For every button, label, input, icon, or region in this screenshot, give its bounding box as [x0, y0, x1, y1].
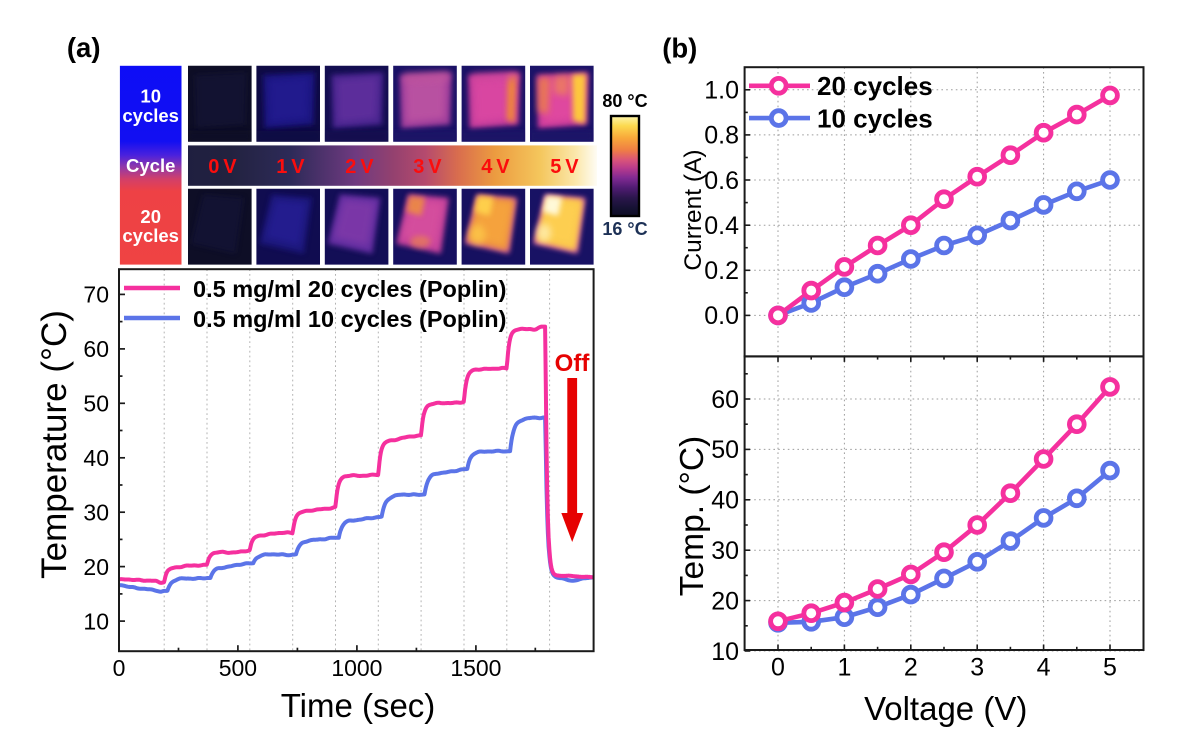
svg-text:5: 5 [1103, 654, 1117, 682]
svg-text:40: 40 [711, 487, 739, 515]
svg-text:0.5 mg/ml 10 cycles (Poplin): 0.5 mg/ml 10 cycles (Poplin) [193, 306, 506, 332]
svg-text:40: 40 [83, 445, 109, 471]
svg-text:Time (sec): Time (sec) [281, 687, 436, 724]
svg-text:1500: 1500 [450, 655, 501, 681]
svg-text:2 V: 2 V [345, 156, 374, 178]
svg-text:cycles: cycles [122, 225, 179, 246]
svg-text:1.0: 1.0 [704, 77, 739, 105]
svg-text:3 V: 3 V [413, 156, 442, 178]
svg-text:5 V: 5 V [550, 156, 579, 178]
svg-text:0.8: 0.8 [704, 122, 739, 150]
svg-text:0 V: 0 V [208, 156, 237, 178]
svg-text:3: 3 [970, 654, 984, 682]
svg-text:80 °C: 80 °C [602, 91, 647, 111]
svg-text:Cycle: Cycle [126, 155, 175, 176]
svg-text:(a): (a) [67, 32, 101, 63]
svg-text:0.5 mg/ml 20 cycles (Poplin): 0.5 mg/ml 20 cycles (Poplin) [193, 276, 506, 302]
svg-text:10: 10 [140, 86, 161, 107]
svg-text:1000: 1000 [331, 655, 382, 681]
svg-text:500: 500 [219, 655, 257, 681]
svg-text:4: 4 [1037, 654, 1051, 682]
svg-text:30: 30 [83, 499, 109, 525]
svg-text:20: 20 [711, 587, 739, 615]
svg-text:Temperature (°C): Temperature (°C) [35, 310, 74, 579]
svg-text:1 V: 1 V [276, 156, 305, 178]
svg-text:4 V: 4 V [481, 156, 510, 178]
svg-text:1: 1 [837, 654, 851, 682]
svg-text:Voltage (V): Voltage (V) [864, 690, 1027, 727]
svg-text:10: 10 [711, 638, 739, 666]
svg-text:70: 70 [83, 282, 109, 308]
svg-text:20 cycles: 20 cycles [817, 71, 933, 101]
svg-text:20: 20 [140, 206, 161, 227]
svg-text:60: 60 [711, 386, 739, 414]
svg-text:Off: Off [555, 350, 591, 377]
svg-text:(b): (b) [662, 32, 697, 63]
svg-text:50: 50 [711, 436, 739, 464]
svg-text:10: 10 [83, 608, 109, 634]
svg-text:Temp. (°C): Temp. (°C) [674, 436, 711, 596]
svg-text:50: 50 [83, 391, 109, 417]
svg-text:Current (A): Current (A) [680, 149, 707, 270]
svg-text:0.4: 0.4 [704, 212, 739, 240]
svg-text:16 °C: 16 °C [602, 219, 647, 239]
svg-text:0.6: 0.6 [704, 167, 739, 195]
svg-text:20: 20 [83, 554, 109, 580]
svg-text:cycles: cycles [122, 105, 179, 126]
svg-text:2: 2 [904, 654, 918, 682]
svg-text:0.2: 0.2 [704, 257, 739, 285]
svg-text:0: 0 [113, 655, 126, 681]
svg-text:10 cycles: 10 cycles [817, 104, 933, 134]
svg-text:60: 60 [83, 336, 109, 362]
svg-text:30: 30 [711, 537, 739, 565]
svg-text:0.0: 0.0 [704, 302, 739, 330]
svg-text:0: 0 [771, 654, 785, 682]
